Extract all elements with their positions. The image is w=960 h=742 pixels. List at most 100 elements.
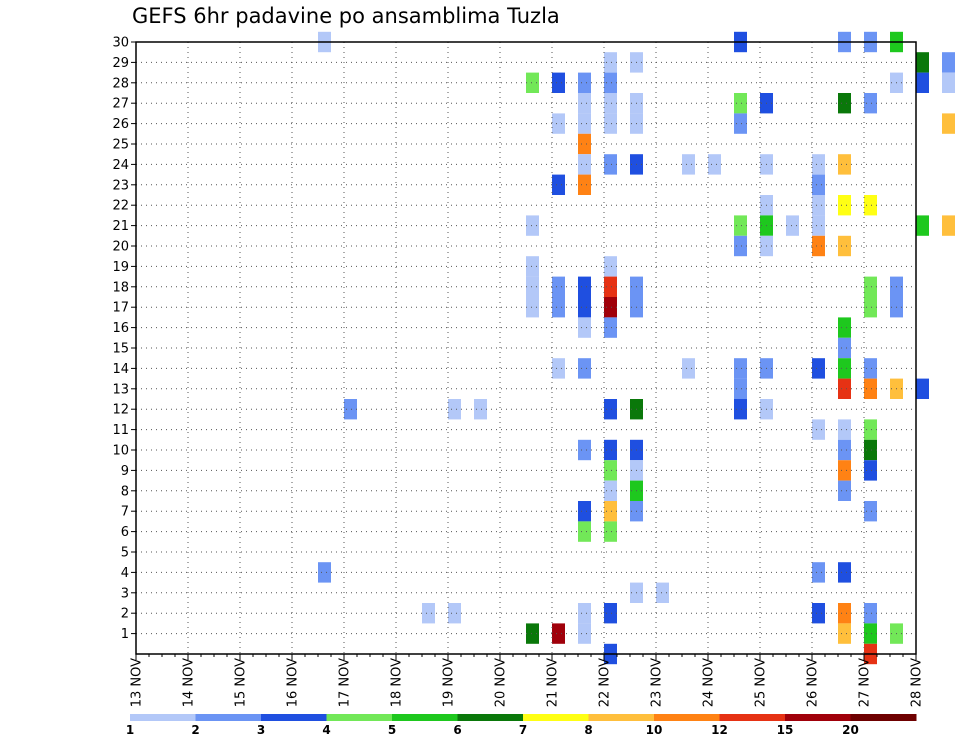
legend-swatch — [719, 714, 786, 721]
precip-cell — [604, 93, 617, 114]
legend-swatch — [654, 714, 720, 721]
precip-cell — [838, 439, 851, 461]
precip-cell — [526, 215, 539, 236]
legend-label: 12 — [711, 723, 728, 737]
y-tick-label: 28 — [112, 76, 129, 91]
x-tick-label: 16 NOV — [286, 658, 301, 707]
precip-cell — [526, 297, 539, 318]
cells-layer — [318, 31, 955, 665]
precip-cell — [682, 154, 695, 175]
legend-swatch — [523, 714, 589, 721]
precip-cell — [864, 93, 877, 114]
x-tick-label: 15 NOV — [234, 658, 249, 707]
x-tick-label: 27 NOV — [858, 658, 873, 707]
legend-label: 1 — [126, 723, 134, 737]
legend-swatch — [195, 714, 262, 721]
y-tick-label: 14 — [112, 362, 129, 377]
legend-label: 5 — [388, 723, 396, 737]
precip-cell — [604, 603, 617, 624]
precip-cell — [578, 93, 591, 114]
x-ticks: 13 NOV 14 NOV 15 NOV 16 NOV 17 NOV 18 NOV 19 N… — [130, 654, 925, 707]
precip-cell — [578, 133, 591, 155]
precip-cell — [604, 256, 617, 277]
precip-cell — [838, 358, 851, 379]
precip-cell — [734, 378, 747, 399]
precip-cell — [916, 72, 929, 93]
y-tick-label: 1 — [121, 627, 129, 642]
y-tick-label: 22 — [112, 199, 129, 214]
precip-cell — [838, 460, 851, 481]
x-tick-label: 28 NOV — [910, 658, 925, 707]
y-tick-label: 25 — [112, 138, 129, 153]
legend-label: 6 — [453, 723, 461, 737]
y-tick-label: 23 — [112, 178, 129, 193]
precip-cell — [604, 439, 617, 461]
precip-cell — [578, 297, 591, 318]
precip-cell — [578, 439, 591, 461]
y-tick-label: 21 — [112, 219, 129, 234]
legend-label: 8 — [584, 723, 592, 737]
precip-cell — [552, 276, 565, 297]
precip-cell — [942, 215, 955, 236]
legend-swatch — [785, 714, 851, 721]
precip-cell — [864, 195, 877, 216]
precip-cell — [734, 399, 747, 420]
precip-cell — [864, 276, 877, 297]
precip-cell — [864, 623, 877, 644]
precip-cell — [838, 623, 851, 644]
precip-cell — [448, 603, 461, 624]
legend-label: 7 — [519, 723, 527, 737]
precip-cell — [578, 174, 591, 195]
precip-cell — [578, 72, 591, 93]
precip-cell — [578, 276, 591, 297]
precip-cell — [812, 154, 825, 175]
precip-cell — [708, 154, 721, 175]
precip-cell — [526, 276, 539, 297]
x-tick-label: 14 NOV — [182, 658, 197, 707]
precip-cell — [812, 603, 825, 624]
precip-cell — [552, 113, 565, 134]
precip-cell — [604, 460, 617, 481]
legend-swatch — [261, 714, 327, 721]
y-tick-label: 4 — [121, 566, 129, 581]
precip-cell — [422, 603, 435, 624]
legend-label: 3 — [257, 723, 265, 737]
precip-cell — [838, 337, 851, 359]
precip-cell — [578, 154, 591, 175]
precip-cell — [916, 52, 929, 73]
precip-cell — [942, 113, 955, 134]
precip-cell — [864, 501, 877, 522]
precip-cell — [604, 113, 617, 134]
x-tick-label: 24 NOV — [702, 658, 717, 707]
precip-cell — [916, 215, 929, 236]
precip-cell — [552, 297, 565, 318]
y-tick-label: 30 — [112, 36, 129, 51]
x-tick-label: 13 NOV — [130, 658, 145, 707]
y-tick-label: 19 — [112, 260, 129, 275]
color-legend: 1 2 3 4 5 6 7 8 10 12 15 20 — [126, 714, 917, 737]
y-tick-label: 10 — [112, 444, 129, 459]
y-tick-label: 2 — [121, 607, 129, 622]
precip-cell — [838, 562, 851, 583]
precip-cell — [838, 154, 851, 175]
precip-cell — [864, 297, 877, 318]
precip-cell — [578, 623, 591, 644]
precip-cell — [578, 113, 591, 134]
precip-cell — [604, 399, 617, 420]
x-tick-label: 26 NOV — [806, 658, 821, 707]
legend-swatch — [326, 714, 393, 721]
precip-cell — [838, 195, 851, 216]
precip-cell — [864, 358, 877, 379]
precip-cell — [656, 582, 669, 603]
y-tick-label: 12 — [112, 403, 129, 418]
y-tick-label: 6 — [121, 525, 129, 540]
y-tick-label: 17 — [112, 301, 129, 316]
precip-cell — [812, 419, 825, 440]
precip-cell — [604, 154, 617, 175]
precip-cell — [552, 623, 565, 644]
y-tick-label: 13 — [112, 382, 129, 397]
chart-title: GEFS 6hr padavine po ansamblima Tuzla — [132, 4, 560, 28]
precip-cell — [604, 72, 617, 93]
precip-cell — [838, 317, 851, 338]
precip-cell — [552, 358, 565, 379]
